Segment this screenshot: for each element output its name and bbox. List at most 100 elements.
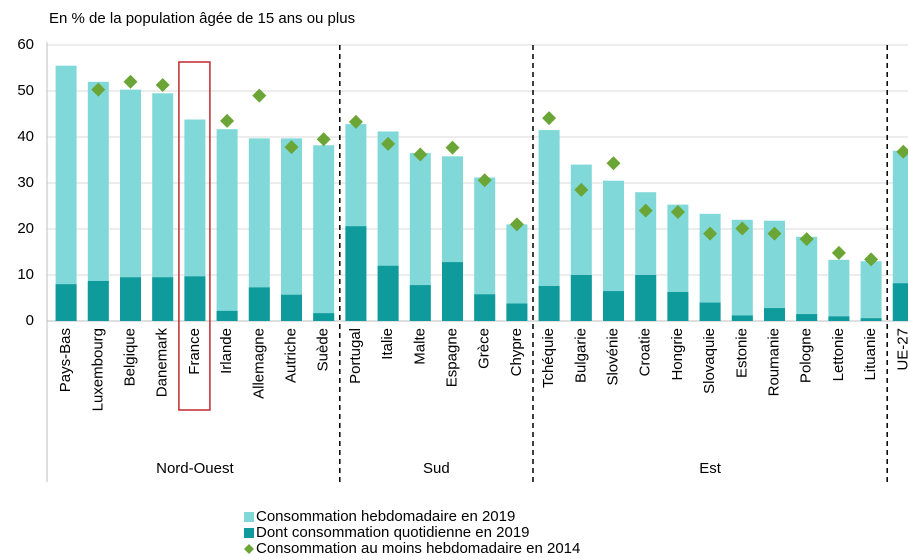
bar: [216, 129, 238, 321]
marker: [638, 203, 653, 218]
x-tick-label: Suède: [315, 328, 332, 371]
marker: [670, 204, 685, 219]
bar: [442, 262, 463, 321]
marker: [123, 74, 138, 89]
bar: [570, 275, 592, 321]
x-tick-label: Danemark: [154, 328, 171, 398]
bar: [377, 265, 399, 321]
bar: [248, 287, 270, 321]
group-label: Sud: [423, 460, 450, 477]
bar: [892, 150, 908, 321]
x-tick-label: Allemagne: [250, 328, 267, 399]
x-tick-label: Autriche: [282, 328, 299, 383]
bar: [474, 177, 496, 321]
bar: [796, 314, 818, 321]
marker: [445, 140, 460, 155]
x-tick-label: Pologne: [798, 328, 815, 383]
x-tick-label: Slovénie: [604, 328, 621, 386]
marker: [91, 82, 106, 97]
group-label: Nord-Ouest: [156, 460, 234, 477]
marker: [703, 226, 718, 241]
bar: [152, 93, 174, 321]
bar: [313, 145, 335, 321]
marker: [542, 111, 557, 126]
x-tick-label: Lituanie: [862, 328, 879, 381]
y-tick-label: 10: [17, 266, 34, 283]
x-tick-label: Portugal: [347, 328, 364, 384]
bar: [87, 280, 109, 321]
bar: [184, 276, 206, 321]
x-tick-label: Tchéquie: [540, 328, 557, 388]
x-tick-label: Croatie: [637, 328, 654, 376]
bar: [764, 308, 785, 321]
bar: [120, 89, 141, 322]
bar: [635, 275, 657, 321]
marker: [220, 113, 235, 128]
bar: [538, 130, 560, 321]
bar: [667, 204, 689, 321]
x-tick-label: Hongrie: [669, 328, 686, 381]
bar: [313, 313, 335, 321]
marker: [831, 245, 846, 260]
bar: [764, 220, 785, 321]
bar: [152, 277, 174, 321]
marker: [509, 217, 524, 232]
bar: [828, 259, 850, 321]
highlight-box: [178, 61, 211, 411]
legend-swatch: [244, 512, 254, 522]
marker: [799, 232, 814, 247]
marker: [864, 252, 879, 267]
marker: [381, 136, 396, 151]
bar: [281, 138, 302, 321]
marker: [284, 140, 299, 155]
bar: [281, 294, 302, 321]
x-tick-label: France: [186, 328, 203, 375]
legend-swatch: [244, 528, 254, 538]
group-label: Est: [699, 460, 722, 477]
x-tick-label: UE-27: [894, 328, 908, 371]
x-tick-label: Malte: [411, 328, 428, 365]
x-tick-label: Italie: [379, 328, 396, 360]
bar: [699, 302, 721, 321]
chart-title: En % de la population âgée de 15 ans ou …: [49, 10, 355, 27]
x-tick-label: Lettonie: [830, 328, 847, 381]
bar: [796, 236, 818, 321]
bar: [506, 303, 528, 321]
y-tick-label: 60: [17, 36, 34, 53]
bar: [55, 284, 77, 321]
bar: [731, 315, 753, 321]
bar: [667, 292, 689, 321]
marker: [606, 156, 621, 171]
y-tick-label: 50: [17, 82, 34, 99]
x-tick-label: Belgique: [121, 328, 138, 386]
y-tick-label: 20: [17, 220, 34, 237]
x-tick-label: Irlande: [218, 328, 235, 374]
marker: [477, 173, 492, 188]
bar: [860, 318, 882, 321]
marker: [252, 88, 267, 103]
marker: [767, 226, 782, 241]
bar: [474, 294, 496, 321]
bar: [603, 291, 624, 321]
bar: [506, 224, 528, 321]
legend-label: Consommation au moins hebdomadaire en 20…: [256, 540, 580, 557]
bar: [603, 180, 624, 321]
bar: [87, 81, 109, 321]
bar: [828, 316, 850, 321]
bar: [860, 261, 882, 321]
y-tick-label: 40: [17, 128, 34, 145]
y-tick-label: 30: [17, 174, 34, 191]
x-tick-label: Chypre: [508, 328, 525, 376]
marker: [574, 182, 589, 197]
bar: [120, 277, 141, 321]
bar: [409, 153, 431, 321]
x-tick-label: Luxembourg: [89, 328, 106, 411]
marker: [413, 147, 428, 162]
marker: [348, 114, 363, 129]
legend-marker: [244, 544, 254, 554]
marker: [735, 221, 750, 236]
bar: [731, 219, 753, 321]
marker: [155, 78, 170, 93]
